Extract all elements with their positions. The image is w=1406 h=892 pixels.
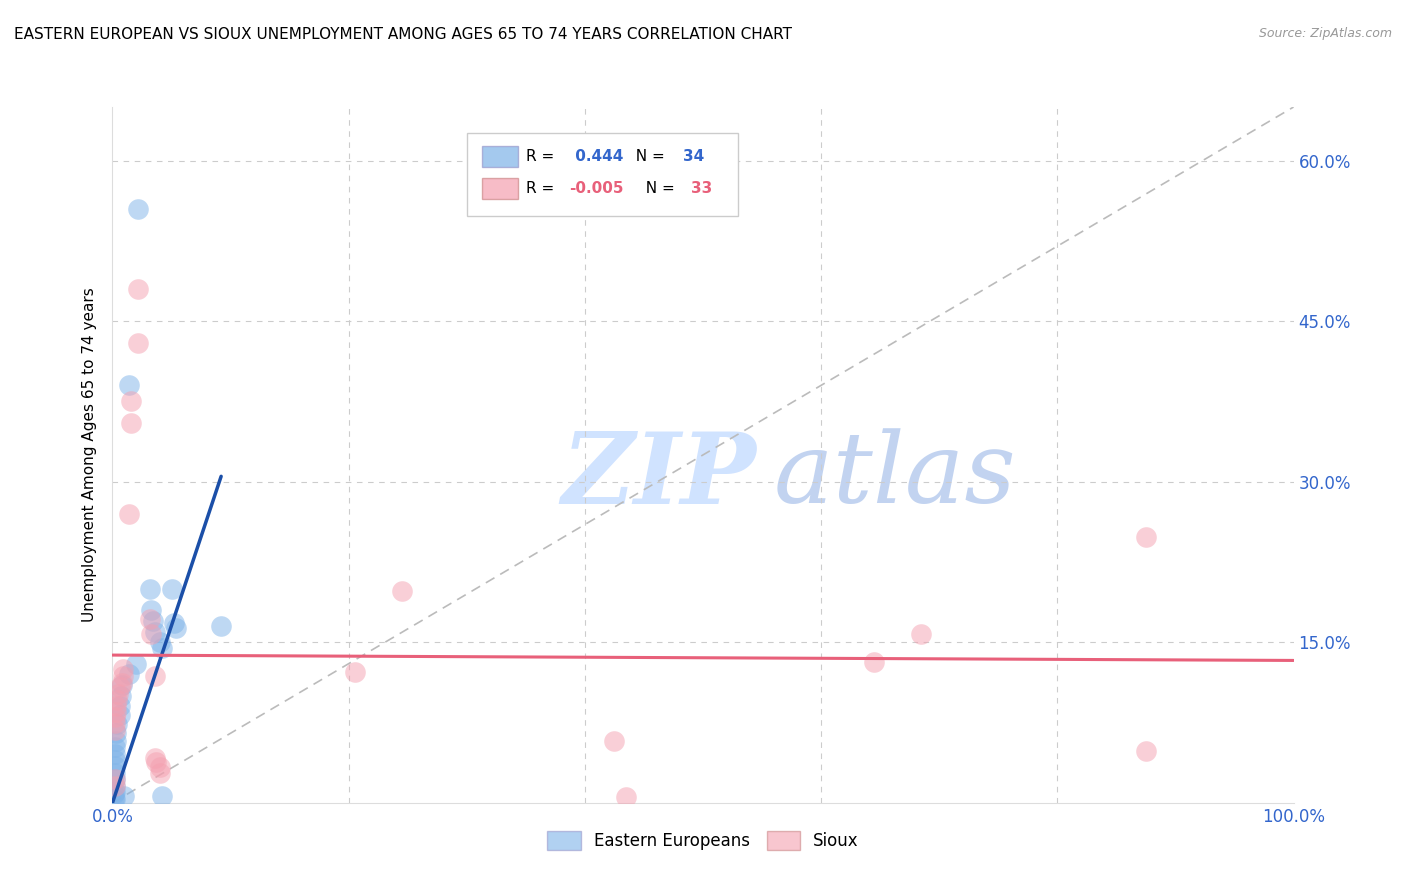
Point <box>105 733 128 747</box>
Point <box>120 394 142 409</box>
Point <box>141 603 163 617</box>
Text: R =: R = <box>526 181 560 196</box>
Point <box>150 640 173 655</box>
Point <box>111 676 134 690</box>
Point <box>104 759 127 773</box>
Point <box>108 708 131 723</box>
Point <box>103 787 125 801</box>
Point <box>105 716 128 731</box>
Point <box>104 747 127 761</box>
Text: R =: R = <box>526 149 560 164</box>
Point <box>104 791 127 805</box>
Point <box>104 779 127 793</box>
FancyBboxPatch shape <box>482 146 517 167</box>
Point <box>143 624 166 639</box>
Y-axis label: Unemployment Among Ages 65 to 74 years: Unemployment Among Ages 65 to 74 years <box>82 287 97 623</box>
Point <box>139 612 162 626</box>
Point <box>141 626 163 640</box>
Point <box>145 755 167 769</box>
Point <box>391 583 413 598</box>
Point <box>125 657 148 671</box>
Point <box>910 626 932 640</box>
Point <box>149 760 172 774</box>
Point <box>150 789 173 804</box>
Text: -0.005: -0.005 <box>569 181 624 196</box>
Point <box>163 615 186 630</box>
Legend: Eastern Europeans, Sioux: Eastern Europeans, Sioux <box>540 824 866 857</box>
Point <box>1135 530 1157 544</box>
Point <box>104 723 127 737</box>
Point <box>143 669 166 683</box>
Point <box>105 699 128 714</box>
Point <box>120 416 142 430</box>
Text: 33: 33 <box>692 181 713 196</box>
Point <box>149 635 172 649</box>
Point <box>343 665 366 680</box>
Point <box>127 335 149 350</box>
FancyBboxPatch shape <box>467 133 738 216</box>
Point <box>139 582 162 596</box>
Point <box>1135 744 1157 758</box>
Point <box>108 680 131 694</box>
Point <box>104 710 127 724</box>
Point <box>112 662 135 676</box>
Point <box>103 791 125 805</box>
Text: 0.444: 0.444 <box>569 149 623 164</box>
Point <box>143 751 166 765</box>
Text: 34: 34 <box>683 149 704 164</box>
Point <box>104 772 127 787</box>
Point <box>107 687 129 701</box>
Point <box>112 789 135 804</box>
Point <box>105 693 128 707</box>
Point <box>104 753 127 767</box>
Point <box>142 614 165 628</box>
Text: N =: N = <box>626 149 669 164</box>
Text: Source: ZipAtlas.com: Source: ZipAtlas.com <box>1258 27 1392 40</box>
Point <box>118 378 141 392</box>
Point <box>118 507 141 521</box>
Point <box>127 282 149 296</box>
Point <box>104 765 127 780</box>
Point <box>603 733 626 747</box>
Point <box>105 726 128 740</box>
Point <box>110 689 132 703</box>
Point <box>160 582 183 596</box>
Point <box>104 785 127 799</box>
Point <box>108 699 131 714</box>
Point <box>104 772 127 787</box>
Point <box>209 619 232 633</box>
Text: ZIP: ZIP <box>561 427 756 524</box>
Point <box>104 740 127 755</box>
Point <box>149 765 172 780</box>
Point <box>127 202 149 216</box>
Text: atlas: atlas <box>773 428 1017 524</box>
Point <box>112 669 135 683</box>
Point <box>165 621 187 635</box>
Point <box>863 655 886 669</box>
Point <box>105 705 128 719</box>
Point <box>111 678 134 692</box>
Point <box>614 790 637 805</box>
Text: N =: N = <box>636 181 679 196</box>
Point <box>118 667 141 681</box>
FancyBboxPatch shape <box>482 178 517 199</box>
Point <box>104 779 127 793</box>
Text: EASTERN EUROPEAN VS SIOUX UNEMPLOYMENT AMONG AGES 65 TO 74 YEARS CORRELATION CHA: EASTERN EUROPEAN VS SIOUX UNEMPLOYMENT A… <box>14 27 792 42</box>
Point <box>104 715 127 730</box>
